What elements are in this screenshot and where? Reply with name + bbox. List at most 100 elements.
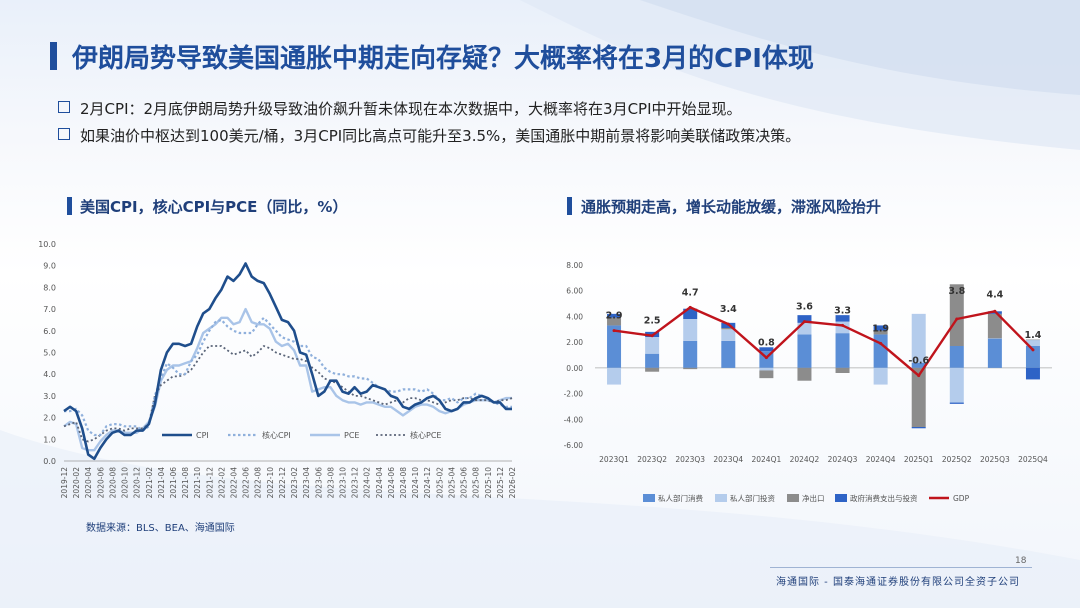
x-tick-label: 2025-10 bbox=[484, 467, 493, 499]
gdp-point bbox=[841, 323, 845, 327]
gdp-data-label: 1.4 bbox=[1025, 330, 1042, 341]
gdp-data-label: 0.8 bbox=[758, 338, 775, 349]
series-line-2 bbox=[63, 307, 512, 452]
x-tick-label: 2026-02 bbox=[508, 467, 517, 499]
x-tick-label: 2024-12 bbox=[423, 467, 432, 499]
y-tick-label: -2.00 bbox=[564, 390, 584, 399]
bar-segment bbox=[721, 340, 736, 368]
gdp-point bbox=[1031, 348, 1035, 352]
y-tick-label: 7.0 bbox=[43, 305, 56, 314]
y-tick-label: 8.00 bbox=[566, 261, 583, 270]
x-tick-label: 2023Q1 bbox=[599, 455, 629, 464]
series-line-1 bbox=[64, 316, 512, 437]
x-tick-label: 2025-06 bbox=[460, 467, 469, 499]
title-accent-bar bbox=[50, 42, 57, 70]
legend-swatch bbox=[643, 494, 655, 502]
x-tick-label: 2024-06 bbox=[387, 467, 396, 499]
left-chart-title: 美国CPI，核心CPI与PCE（同比，%） bbox=[80, 198, 348, 216]
bar-segment bbox=[987, 313, 1002, 339]
bar-segment bbox=[1025, 339, 1040, 341]
x-tick-label: 2025-04 bbox=[447, 467, 456, 499]
right-chart-title: 通胀预期走高，增长动能放缓，滞涨风险抬升 bbox=[581, 198, 882, 216]
x-tick-label: 2020-08 bbox=[108, 467, 117, 499]
left-subtitle-accent-bar bbox=[67, 197, 72, 215]
bullet-text-2: 如果油价中枢达到100美元/桶，3月CPI同比高点可能升至3.5%，美国通胀中期… bbox=[80, 127, 801, 145]
x-tick-label: 2024-10 bbox=[411, 467, 420, 499]
series-line-0 bbox=[63, 262, 512, 461]
bar-segment bbox=[683, 308, 698, 319]
x-tick-label: 2022-12 bbox=[278, 467, 287, 499]
x-tick-label: 2023-10 bbox=[338, 467, 347, 499]
gdp-data-label: 4.7 bbox=[682, 287, 699, 298]
checkbox-bullet-icon bbox=[58, 128, 70, 140]
bullet-item-1: 2月CPI：2月底伊朗局势升级导致油价飙升暂未体现在本次数据中，大概率将在3月C… bbox=[58, 98, 742, 119]
x-tick-label: 2023Q3 bbox=[675, 455, 705, 464]
bar-segment bbox=[873, 330, 888, 335]
x-tick-label: 2022-08 bbox=[254, 467, 263, 499]
gdp-data-label: 2.5 bbox=[644, 316, 661, 327]
bar-segment bbox=[683, 319, 698, 341]
x-tick-label: 2022-02 bbox=[217, 467, 226, 499]
bar-segment bbox=[607, 317, 622, 326]
x-tick-label: 2020-12 bbox=[133, 467, 142, 499]
legend-label: 核心CPI bbox=[262, 430, 291, 440]
gdp-data-label: -0.6 bbox=[908, 356, 929, 367]
y-tick-label: 0.0 bbox=[43, 457, 56, 466]
bar-segment bbox=[683, 340, 698, 368]
bar-segment bbox=[683, 367, 698, 370]
bar-segment bbox=[1025, 339, 1040, 346]
gdp-point bbox=[955, 317, 959, 321]
y-tick-label: 4.00 bbox=[566, 312, 583, 321]
x-tick-label: 2022-06 bbox=[242, 467, 251, 499]
x-tick-label: 2019-12 bbox=[60, 467, 69, 499]
bullet-text-1: 2月CPI：2月底伊朗局势升级导致油价飙升暂未体现在本次数据中，大概率将在3月C… bbox=[80, 100, 742, 118]
bar-segment bbox=[835, 333, 850, 368]
legend-label: 政府消费支出与投资 bbox=[850, 493, 918, 503]
bar-segment bbox=[607, 313, 622, 318]
gdp-data-label: 2.9 bbox=[606, 311, 623, 322]
legend-label: 净出口 bbox=[802, 493, 825, 503]
bar-segment bbox=[949, 284, 964, 346]
bar-segment bbox=[797, 315, 812, 323]
x-tick-label: 2020-04 bbox=[84, 467, 93, 499]
data-source-note: 数据来源：BLS、BEA、海通国际 bbox=[86, 523, 235, 534]
y-tick-label: 1.0 bbox=[43, 435, 56, 444]
x-tick-label: 2021-12 bbox=[205, 467, 214, 499]
bar-segment bbox=[835, 315, 850, 322]
y-tick-label: 3.0 bbox=[43, 392, 56, 401]
gdp-data-label: 1.9 bbox=[872, 323, 889, 334]
x-tick-label: 2025Q3 bbox=[980, 455, 1010, 464]
x-tick-label: 2024Q2 bbox=[790, 455, 820, 464]
y-tick-label: 10.0 bbox=[38, 240, 56, 249]
gdp-point bbox=[650, 334, 654, 338]
cpi-pce-line-chart: 0.0 1.0 2.0 3.0 4.0 5.0 6.0 7.0 8.0 9.0 10.0 2019-1… bbox=[38, 240, 517, 499]
legend-swatch bbox=[787, 494, 799, 502]
x-tick-label: 2023-12 bbox=[351, 467, 360, 499]
bar-segment bbox=[759, 370, 774, 379]
gdp-data-label: 3.8 bbox=[948, 286, 965, 297]
bar-segment bbox=[987, 338, 1002, 339]
gdp-contribution-bar-chart: -6.00 -4.00 -2.00 0.00 2.00 4.00 6.00 8.00 2023Q… bbox=[564, 261, 1052, 503]
x-tick-label: 2023-04 bbox=[302, 467, 311, 499]
gdp-data-label: 3.4 bbox=[720, 304, 737, 315]
bar-segment bbox=[873, 334, 888, 368]
bar-segment bbox=[835, 321, 850, 334]
x-tick-label: 2024Q4 bbox=[866, 455, 896, 464]
bar-segment bbox=[949, 402, 964, 404]
bar-segment bbox=[1025, 346, 1040, 368]
bar-segment bbox=[607, 367, 622, 385]
x-tick-label: 2020-02 bbox=[72, 467, 81, 499]
x-tick-label: 2021-04 bbox=[157, 467, 166, 499]
x-tick-label: 2024-02 bbox=[363, 467, 372, 499]
bar-segment bbox=[797, 367, 812, 381]
y-tick-label: 2.00 bbox=[566, 338, 583, 347]
y-tick-label: -4.00 bbox=[564, 415, 584, 424]
bar-segment bbox=[721, 329, 736, 341]
y-tick-label: 6.0 bbox=[43, 327, 56, 336]
y-tick-label: 0.00 bbox=[566, 364, 583, 373]
x-tick-label: 2023-08 bbox=[326, 467, 335, 499]
bar-segment bbox=[911, 367, 926, 427]
y-tick-label: 2.0 bbox=[43, 414, 56, 423]
x-tick-label: 2022-04 bbox=[230, 467, 239, 499]
